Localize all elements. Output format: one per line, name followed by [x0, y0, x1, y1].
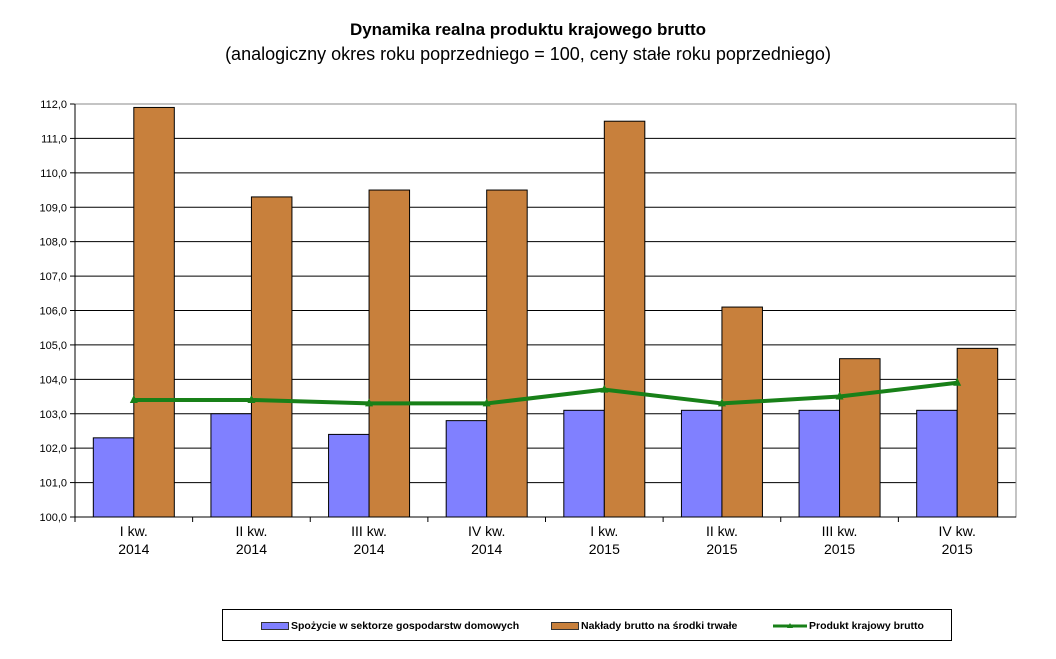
x-tick-label: IV kw. — [468, 523, 505, 539]
x-tick-label: 2015 — [824, 541, 855, 557]
y-tick-label: 100,0 — [39, 512, 67, 524]
y-tick-label: 105,0 — [39, 340, 67, 352]
gdp-marker — [365, 398, 374, 407]
y-tick-label: 112,0 — [40, 99, 67, 111]
bar — [328, 433, 370, 518]
gdp-marker — [835, 391, 844, 400]
chart-title: Dynamika realna produktu krajowego brutt… — [349, 20, 707, 39]
y-tick-label: 107,0 — [39, 271, 67, 283]
bar — [445, 420, 488, 518]
gdp-marker — [129, 394, 138, 403]
x-tick-label: 2015 — [706, 541, 737, 557]
bar — [916, 409, 958, 518]
gdp-marker — [600, 384, 609, 393]
chart-subtitle: (analogiczny okres roku poprzedniego = 1… — [225, 44, 831, 64]
bar — [92, 437, 135, 518]
bar — [563, 409, 605, 518]
x-tick-label: II kw. — [235, 523, 267, 539]
bar — [486, 189, 528, 518]
x-tick-label: 2014 — [236, 541, 267, 557]
x-tick-label: 2014 — [353, 541, 384, 557]
chart: 100,0 101,0 102,0 103,0 104,0 105,0 106,0 107,0… — [39, 99, 1017, 557]
bar — [956, 347, 999, 518]
x-tick-label: II kw. — [706, 523, 738, 539]
y-tick-label: 106,0 — [39, 306, 67, 318]
bar — [798, 409, 841, 518]
x-tick-label: 2014 — [118, 541, 149, 557]
bar — [603, 120, 646, 518]
legend: Spożycie w sektorze gospodarstw domowych… — [222, 609, 952, 641]
x-tick-label: 2015 — [589, 541, 620, 557]
gdp-marker — [953, 377, 962, 386]
bar — [680, 409, 723, 518]
y-tick-label: 110,0 — [40, 168, 67, 180]
gdp-marker — [247, 394, 256, 403]
bar — [210, 413, 252, 518]
bar — [368, 189, 411, 518]
gdp-line — [133, 380, 958, 406]
legend-item-consumption: Spożycie w sektorze gospodarstw domowych — [261, 620, 519, 632]
legend-label: Nakłady brutto na środki trwałe — [581, 620, 738, 632]
y-tick-label: 109,0 — [39, 202, 67, 214]
y-tick-label: 103,0 — [39, 409, 67, 421]
legend-item-gdp: Produkt krajowy brutto — [773, 620, 924, 632]
legend-swatch — [261, 622, 289, 630]
legend-label: Spożycie w sektorze gospodarstw domowych — [291, 620, 520, 632]
x-tick-label: IV kw. — [939, 523, 976, 539]
gdp-marker — [482, 398, 491, 407]
legend-item-investment: Nakłady brutto na środki trwałe — [551, 620, 737, 632]
x-tick-label: 2014 — [471, 541, 502, 557]
bar — [721, 306, 763, 518]
x-tick-label: III kw. — [351, 523, 387, 539]
x-tick-label: I kw. — [120, 523, 148, 539]
y-tick-label: 101,0 — [39, 478, 67, 490]
legend-swatch — [551, 622, 579, 630]
gdp-marker — [717, 398, 726, 407]
legend-label: Produkt krajowy brutto — [809, 620, 924, 632]
bar — [133, 106, 175, 518]
bar — [839, 358, 881, 518]
y-tick-label: 108,0 — [39, 237, 67, 249]
y-tick-label: 104,0 — [39, 374, 67, 386]
x-tick-label: I kw. — [590, 523, 618, 539]
legend-line — [773, 623, 807, 628]
y-tick-label: 111,0 — [41, 133, 67, 145]
y-tick-label: 102,0 — [39, 443, 67, 455]
bar — [250, 196, 293, 518]
x-tick-label: III kw. — [822, 523, 858, 539]
x-tick-label: 2015 — [942, 541, 973, 557]
